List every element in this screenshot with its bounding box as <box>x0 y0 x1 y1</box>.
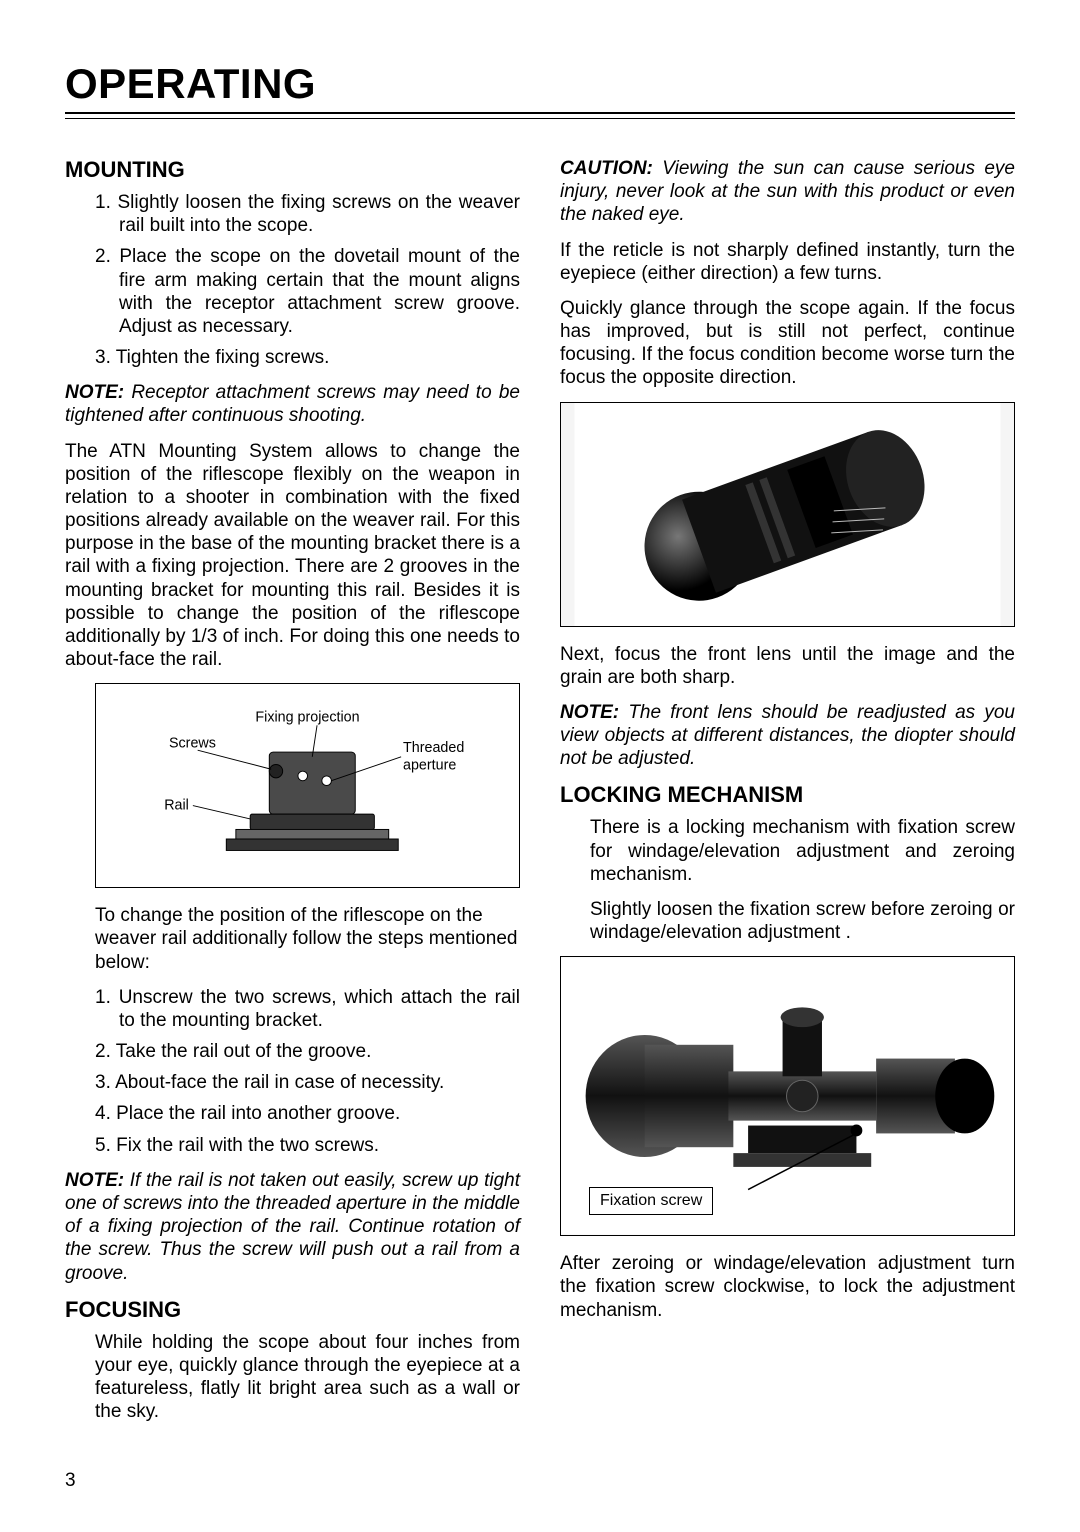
right-para-3: Next, focus the front lens until the ima… <box>560 643 1015 689</box>
label-rail: Rail <box>164 798 189 814</box>
note-label: NOTE: <box>65 1170 124 1191</box>
page-title: OPERATING <box>65 60 1015 108</box>
eyepiece-svg <box>561 403 1014 626</box>
locking-heading: LOCKING MECHANISM <box>560 782 1015 808</box>
list-item: 2. Take the rail out of the groove. <box>95 1040 520 1063</box>
mounting-bracket-figure: Fixing projection Screws Threaded apertu… <box>95 683 520 888</box>
mounting-steps: 1. Slightly loosen the fixing screws on … <box>95 191 520 369</box>
right-para-1: If the reticle is not sharply defined in… <box>560 239 1015 285</box>
list-item: 5. Fix the rail with the two screws. <box>95 1134 520 1157</box>
mounting-para-1: The ATN Mounting System allows to change… <box>65 440 520 672</box>
right-note: NOTE: The front lens should be readjuste… <box>560 701 1015 771</box>
list-item: 1. Unscrew the two screws, which attach … <box>95 986 520 1032</box>
mounting-para-2: To change the position of the riflescope… <box>95 904 520 974</box>
two-column-layout: MOUNTING 1. Slightly loosen the fixing s… <box>65 147 1015 1435</box>
list-item: 1. Slightly loosen the fixing screws on … <box>95 191 520 237</box>
note-label: NOTE: <box>65 382 124 403</box>
note-label: NOTE: <box>560 702 619 723</box>
left-column: MOUNTING 1. Slightly loosen the fixing s… <box>65 147 520 1435</box>
eyepiece-figure <box>560 402 1015 627</box>
label-fixing-projection: Fixing projection <box>255 710 359 726</box>
focusing-heading: FOCUSING <box>65 1297 520 1323</box>
right-para-2: Quickly glance through the scope again. … <box>560 297 1015 390</box>
locking-para-1: There is a locking mechanism with fixati… <box>590 816 1015 886</box>
mounting-heading: MOUNTING <box>65 157 520 183</box>
label-threaded-1: Threaded <box>403 740 464 756</box>
locking-para-3: After zeroing or windage/elevation adjus… <box>560 1252 1015 1322</box>
scope-figure: Fixation screw <box>560 956 1015 1236</box>
list-item: 3. About-face the rail in case of necess… <box>95 1071 520 1094</box>
list-item: 4. Place the rail into another groove. <box>95 1102 520 1125</box>
mounting-note-1: NOTE: Receptor attachment screws may nee… <box>65 381 520 427</box>
mounting-bracket-svg: Fixing projection Screws Threaded apertu… <box>126 702 489 869</box>
locking-para-2: Slightly loosen the fixation screw befor… <box>590 898 1015 944</box>
page-number: 3 <box>65 1470 76 1492</box>
list-item: 2. Place the scope on the dovetail mount… <box>95 245 520 338</box>
focusing-para-1: While holding the scope about four inche… <box>95 1331 520 1424</box>
caution-label: CAUTION: <box>560 158 653 179</box>
label-screws: Screws <box>169 736 216 752</box>
fixation-screw-label: Fixation screw <box>589 1187 713 1215</box>
list-item: 3. Tighten the fixing screws. <box>95 346 520 369</box>
note-text: If the rail is not taken out easily, scr… <box>65 1170 520 1284</box>
right-column: CAUTION: Viewing the sun can cause serio… <box>560 147 1015 1435</box>
note-text: The front lens should be readjusted as y… <box>560 702 1015 769</box>
caution-para: CAUTION: Viewing the sun can cause serio… <box>560 157 1015 227</box>
mounting-note-2: NOTE: If the rail is not taken out easil… <box>65 1169 520 1285</box>
label-threaded-2: aperture <box>403 758 456 774</box>
title-rule <box>65 112 1015 119</box>
note-text: Receptor attachment screws may need to b… <box>65 382 520 426</box>
mounting-steps-2: 1. Unscrew the two screws, which attach … <box>95 986 520 1157</box>
